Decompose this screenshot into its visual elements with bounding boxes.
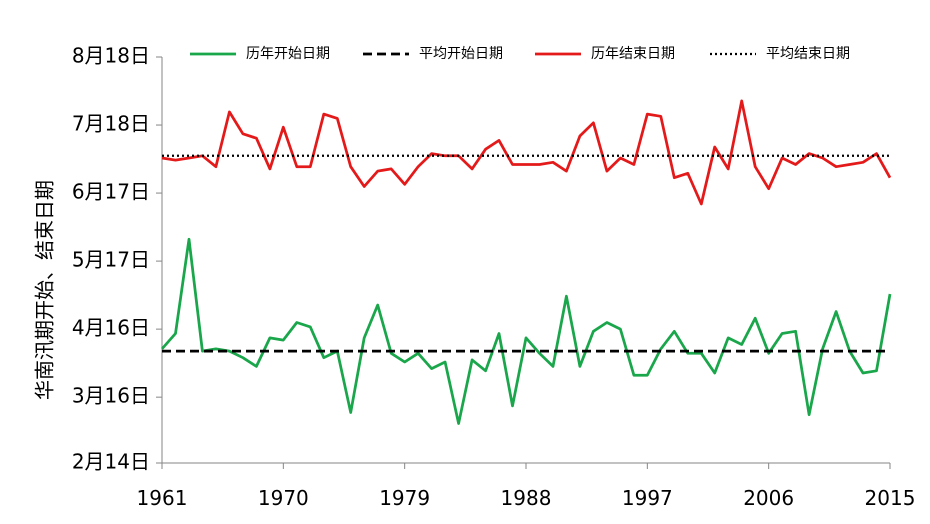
legend-label-4: 平均结束日期 xyxy=(766,46,850,62)
legend-label-1: 历年开始日期 xyxy=(246,46,330,62)
y-tick-label: 2月14日 xyxy=(72,450,150,474)
axes: 2月14日 3月16日 4月16日 5月17日 6月17日 7月18日 8月18日 1961 1… xyxy=(72,44,916,511)
series-layer xyxy=(160,99,892,425)
y-tick-label: 5月17日 xyxy=(72,248,150,272)
x-tick-label: 1997 xyxy=(622,486,673,510)
x-tick-label: 2006 xyxy=(743,486,794,510)
y-tick-label: 6月17日 xyxy=(72,180,150,204)
y-tick-label: 8月18日 xyxy=(72,44,150,68)
x-tick-label: 1988 xyxy=(501,486,552,510)
x-tick-label: 1970 xyxy=(258,486,309,510)
series-line-3 xyxy=(161,99,892,206)
y-tick-label: 3月16日 xyxy=(72,384,150,408)
legend-label-3: 历年结束日期 xyxy=(591,46,675,62)
x-tick-label: 2015 xyxy=(865,486,916,510)
legend-label-2: 平均开始日期 xyxy=(419,46,503,62)
series-line-1 xyxy=(160,237,892,425)
y-axis-label: 华南汛期开始、结束日期 xyxy=(33,180,57,400)
legend: 历年开始日期 平均开始日期 历年结束日期 平均结束日期 xyxy=(190,46,850,62)
y-tick-label: 4月16日 xyxy=(72,316,150,340)
x-tick-label: 1979 xyxy=(379,486,430,510)
y-tick-label: 7月18日 xyxy=(72,112,150,136)
x-tick-label: 1961 xyxy=(137,486,188,510)
